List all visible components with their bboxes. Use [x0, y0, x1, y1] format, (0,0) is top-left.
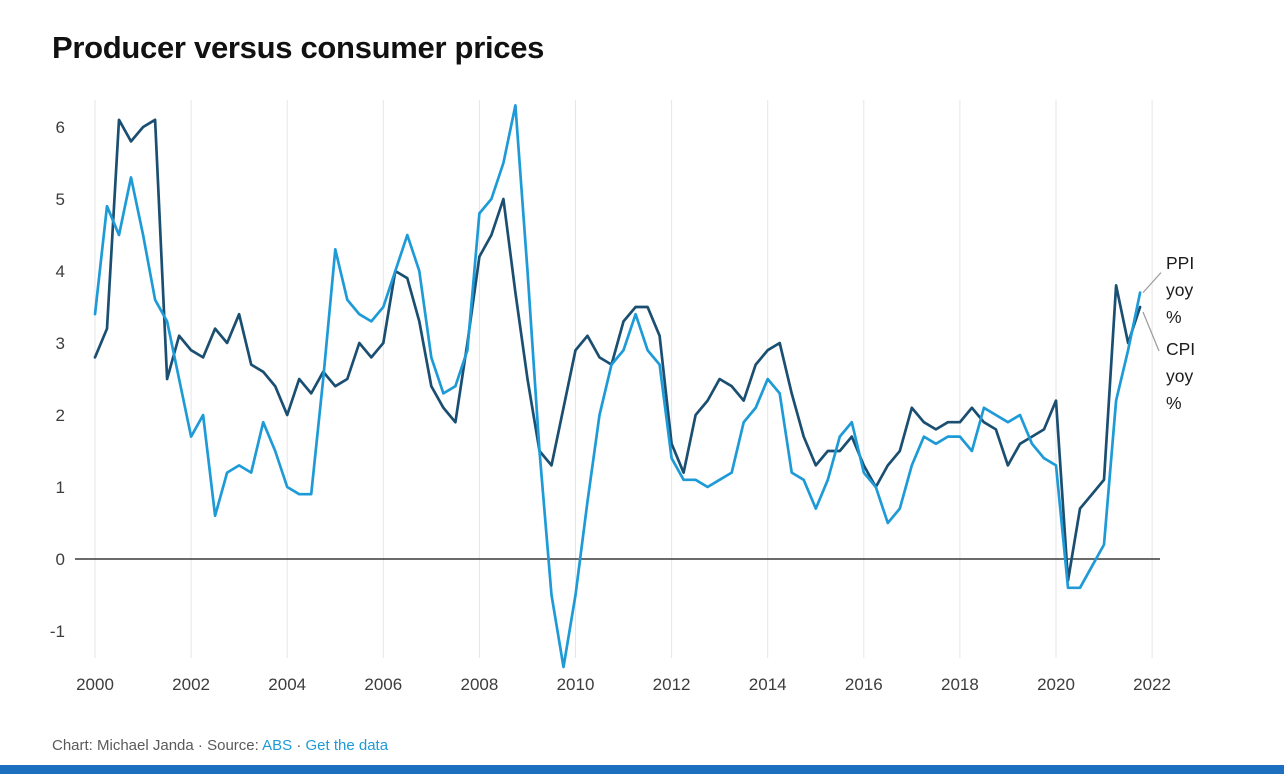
svg-text:2016: 2016: [845, 675, 883, 694]
svg-text:2002: 2002: [172, 675, 210, 694]
bottom-bar: [0, 765, 1284, 774]
svg-text:2010: 2010: [557, 675, 595, 694]
ppi-label-line2: yoy: [1166, 280, 1194, 300]
svg-text:1: 1: [56, 478, 65, 497]
line-chart: 2000 2002 2004 2006 2008 2010 2012 2014 2016 2018…: [50, 100, 1171, 694]
footer-credit-line: Chart: Michael Janda · Source: ABS · Get…: [52, 737, 388, 754]
svg-text:2020: 2020: [1037, 675, 1075, 694]
svg-text:2006: 2006: [364, 675, 402, 694]
cpi-label-line3: %: [1166, 393, 1182, 413]
cpi-line: [93, 118, 1142, 582]
footer-separator-2: ·: [296, 737, 302, 754]
ppi-series-label: PPI yoy %: [1166, 250, 1194, 331]
footer-separator-1: ·: [197, 737, 203, 754]
svg-text:5: 5: [56, 190, 65, 209]
svg-text:2012: 2012: [653, 675, 691, 694]
svg-text:6: 6: [56, 118, 65, 137]
svg-text:2008: 2008: [460, 675, 498, 694]
svg-text:2: 2: [56, 406, 65, 425]
ppi-label-line1: PPI: [1166, 253, 1195, 273]
cpi-label-line1: CPI: [1166, 339, 1196, 359]
chart-title: Producer versus consumer prices: [52, 30, 545, 65]
source-link-abs[interactable]: ABS: [262, 737, 293, 754]
svg-text:2022: 2022: [1133, 675, 1171, 694]
svg-text:2018: 2018: [941, 675, 979, 694]
svg-text:2004: 2004: [268, 675, 306, 694]
ppi-label-line3: %: [1166, 307, 1182, 327]
svg-text:2000: 2000: [76, 675, 114, 694]
footer-source-label: Source:: [207, 737, 259, 754]
svg-text:0: 0: [56, 550, 65, 569]
get-the-data-link[interactable]: Get the data: [305, 737, 389, 754]
footer-credit: Chart: Michael Janda: [52, 737, 194, 754]
ppi-line: [93, 104, 1142, 669]
svg-text:2014: 2014: [749, 675, 787, 694]
cpi-label-line2: yoy: [1166, 366, 1194, 386]
svg-text:-1: -1: [50, 622, 65, 641]
cpi-series-label: CPI yoy %: [1166, 336, 1195, 417]
svg-text:4: 4: [56, 262, 65, 281]
svg-text:3: 3: [56, 334, 65, 353]
